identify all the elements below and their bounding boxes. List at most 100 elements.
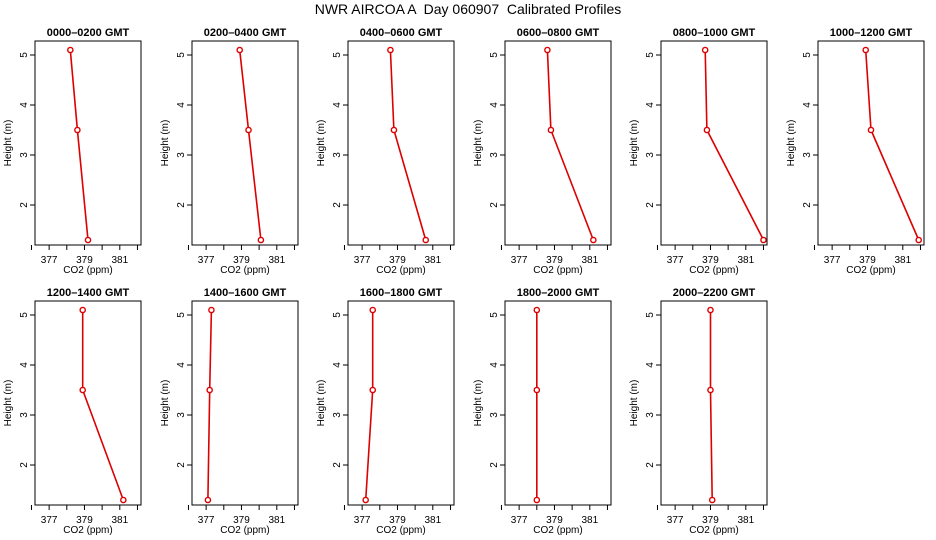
data-point — [74, 126, 81, 134]
y-tick-label: 5 — [19, 52, 30, 58]
y-tick-label: 5 — [489, 52, 500, 58]
panel-title: 0200–0400 GMT — [204, 27, 287, 39]
x-tick-label: 381 — [581, 515, 598, 526]
panel-title: 0600–0800 GMT — [517, 27, 600, 39]
panel: 2000–2200 GMT 377 379 381 2 3 4 5 CO2 (ppm) Heigh… — [629, 287, 768, 536]
y-axis-label: Height (m) — [629, 120, 640, 167]
y-tick-label: 4 — [645, 102, 656, 108]
y-tick-label: 5 — [802, 52, 813, 58]
y-tick-label: 5 — [645, 52, 656, 58]
y-tick-label: 5 — [332, 52, 343, 58]
y-axis-label: Height (m) — [473, 380, 484, 427]
panel: 1600–1800 GMT 377 379 381 2 3 4 5 CO2 (ppm) Heigh… — [316, 287, 455, 536]
y-tick-label: 4 — [802, 102, 813, 108]
y-tick-label: 5 — [645, 312, 656, 318]
y-tick-label: 3 — [645, 412, 656, 418]
x-axis-label: CO2 (ppm) — [846, 265, 895, 276]
y-tick-label: 2 — [176, 462, 187, 468]
y-tick-label: 2 — [19, 462, 30, 468]
y-tick-label: 2 — [645, 462, 656, 468]
data-point — [362, 496, 369, 504]
y-tick-label: 4 — [489, 102, 500, 108]
y-tick-label: 3 — [489, 152, 500, 158]
y-axis-label: Height (m) — [473, 120, 484, 167]
y-tick-label: 2 — [489, 462, 500, 468]
data-point — [67, 46, 74, 54]
y-tick-label: 4 — [19, 102, 30, 108]
x-tick-label: 377 — [198, 255, 215, 266]
y-tick-label: 5 — [489, 312, 500, 318]
x-tick-label: 379 — [76, 515, 93, 526]
panel: 1000–1200 GMT 377 379 381 2 3 4 5 CO2 (ppm) Heigh… — [786, 27, 925, 276]
y-tick-label: 3 — [332, 152, 343, 158]
data-point — [707, 386, 714, 394]
y-axis-label: Height (m) — [629, 380, 640, 427]
panel: 0200–0400 GMT 377 379 381 2 3 4 5 CO2 (ppm) Heigh… — [160, 27, 299, 276]
x-tick-label: 379 — [702, 255, 719, 266]
x-tick-label: 379 — [233, 515, 250, 526]
data-point — [208, 306, 215, 314]
data-point — [760, 236, 767, 244]
data-point — [703, 126, 711, 134]
x-tick-label: 379 — [546, 515, 563, 526]
x-tick-label: 379 — [76, 255, 93, 266]
plot-frame — [191, 40, 299, 246]
y-tick-label: 2 — [176, 202, 187, 208]
x-tick-label: 377 — [824, 255, 841, 266]
x-tick-label: 381 — [737, 515, 754, 526]
panel: 0400–0600 GMT 377 379 381 2 3 4 5 CO2 (ppm) Heigh… — [316, 27, 455, 276]
panel: 0000–0200 GMT 377 379 381 2 3 4 5 CO2 (ppm) Heigh… — [3, 27, 142, 276]
x-tick-label: 381 — [111, 255, 128, 266]
x-tick-label: 381 — [268, 255, 285, 266]
y-tick-label: 3 — [19, 152, 30, 158]
x-axis-label: CO2 (ppm) — [220, 265, 269, 276]
profile-line — [364, 310, 374, 501]
data-point — [867, 126, 875, 134]
panel: 1400–1600 GMT 377 379 381 2 3 4 5 CO2 (ppm) Heigh… — [160, 287, 299, 536]
y-tick-label: 3 — [19, 412, 30, 418]
data-point — [369, 306, 377, 314]
data-point — [915, 236, 923, 244]
y-tick-label: 4 — [332, 102, 343, 108]
panel-title: 1600–1800 GMT — [360, 287, 443, 299]
x-tick-label: 377 — [354, 255, 371, 266]
plot-frame — [660, 300, 768, 506]
x-tick-label: 377 — [41, 255, 58, 266]
x-tick-label: 379 — [859, 255, 876, 266]
x-axis-label: CO2 (ppm) — [376, 265, 425, 276]
panel-title: 1000–1200 GMT — [830, 27, 913, 39]
y-axis-label: Height (m) — [160, 380, 171, 427]
y-tick-label: 2 — [645, 202, 656, 208]
y-tick-label: 2 — [19, 202, 30, 208]
data-point — [369, 386, 377, 394]
panel-title: 0800–1000 GMT — [673, 27, 756, 39]
profile-line — [81, 310, 125, 501]
panel-title: 1800–2000 GMT — [517, 287, 600, 299]
y-tick-label: 3 — [176, 152, 187, 158]
panel-title: 0000–0200 GMT — [47, 27, 130, 39]
x-tick-label: 379 — [389, 255, 406, 266]
x-tick-label: 379 — [389, 515, 406, 526]
y-tick-label: 4 — [645, 362, 656, 368]
data-point — [707, 306, 714, 314]
x-tick-label: 381 — [737, 255, 754, 266]
chart-title: NWR AIRCOA A Day 060907 Calibrated Profi… — [314, 1, 622, 17]
x-axis-label: CO2 (ppm) — [220, 525, 269, 536]
y-tick-label: 3 — [332, 412, 343, 418]
data-point — [79, 306, 86, 314]
data-point — [257, 236, 265, 244]
x-tick-label: 377 — [667, 255, 684, 266]
x-tick-label: 377 — [354, 515, 371, 526]
x-tick-label: 379 — [233, 255, 250, 266]
x-axis-label: CO2 (ppm) — [533, 265, 582, 276]
y-tick-label: 2 — [489, 202, 500, 208]
data-point — [245, 126, 252, 134]
panel: 1200–1400 GMT 377 379 381 2 3 4 5 CO2 (ppm) Heigh… — [3, 287, 142, 536]
x-tick-label: 377 — [41, 515, 58, 526]
plot-frame — [504, 300, 612, 506]
panel-title: 1400–1600 GMT — [204, 287, 287, 299]
data-point — [84, 236, 92, 244]
y-tick-label: 2 — [332, 462, 343, 468]
x-axis-label: CO2 (ppm) — [689, 525, 738, 536]
profile-line — [709, 310, 713, 501]
